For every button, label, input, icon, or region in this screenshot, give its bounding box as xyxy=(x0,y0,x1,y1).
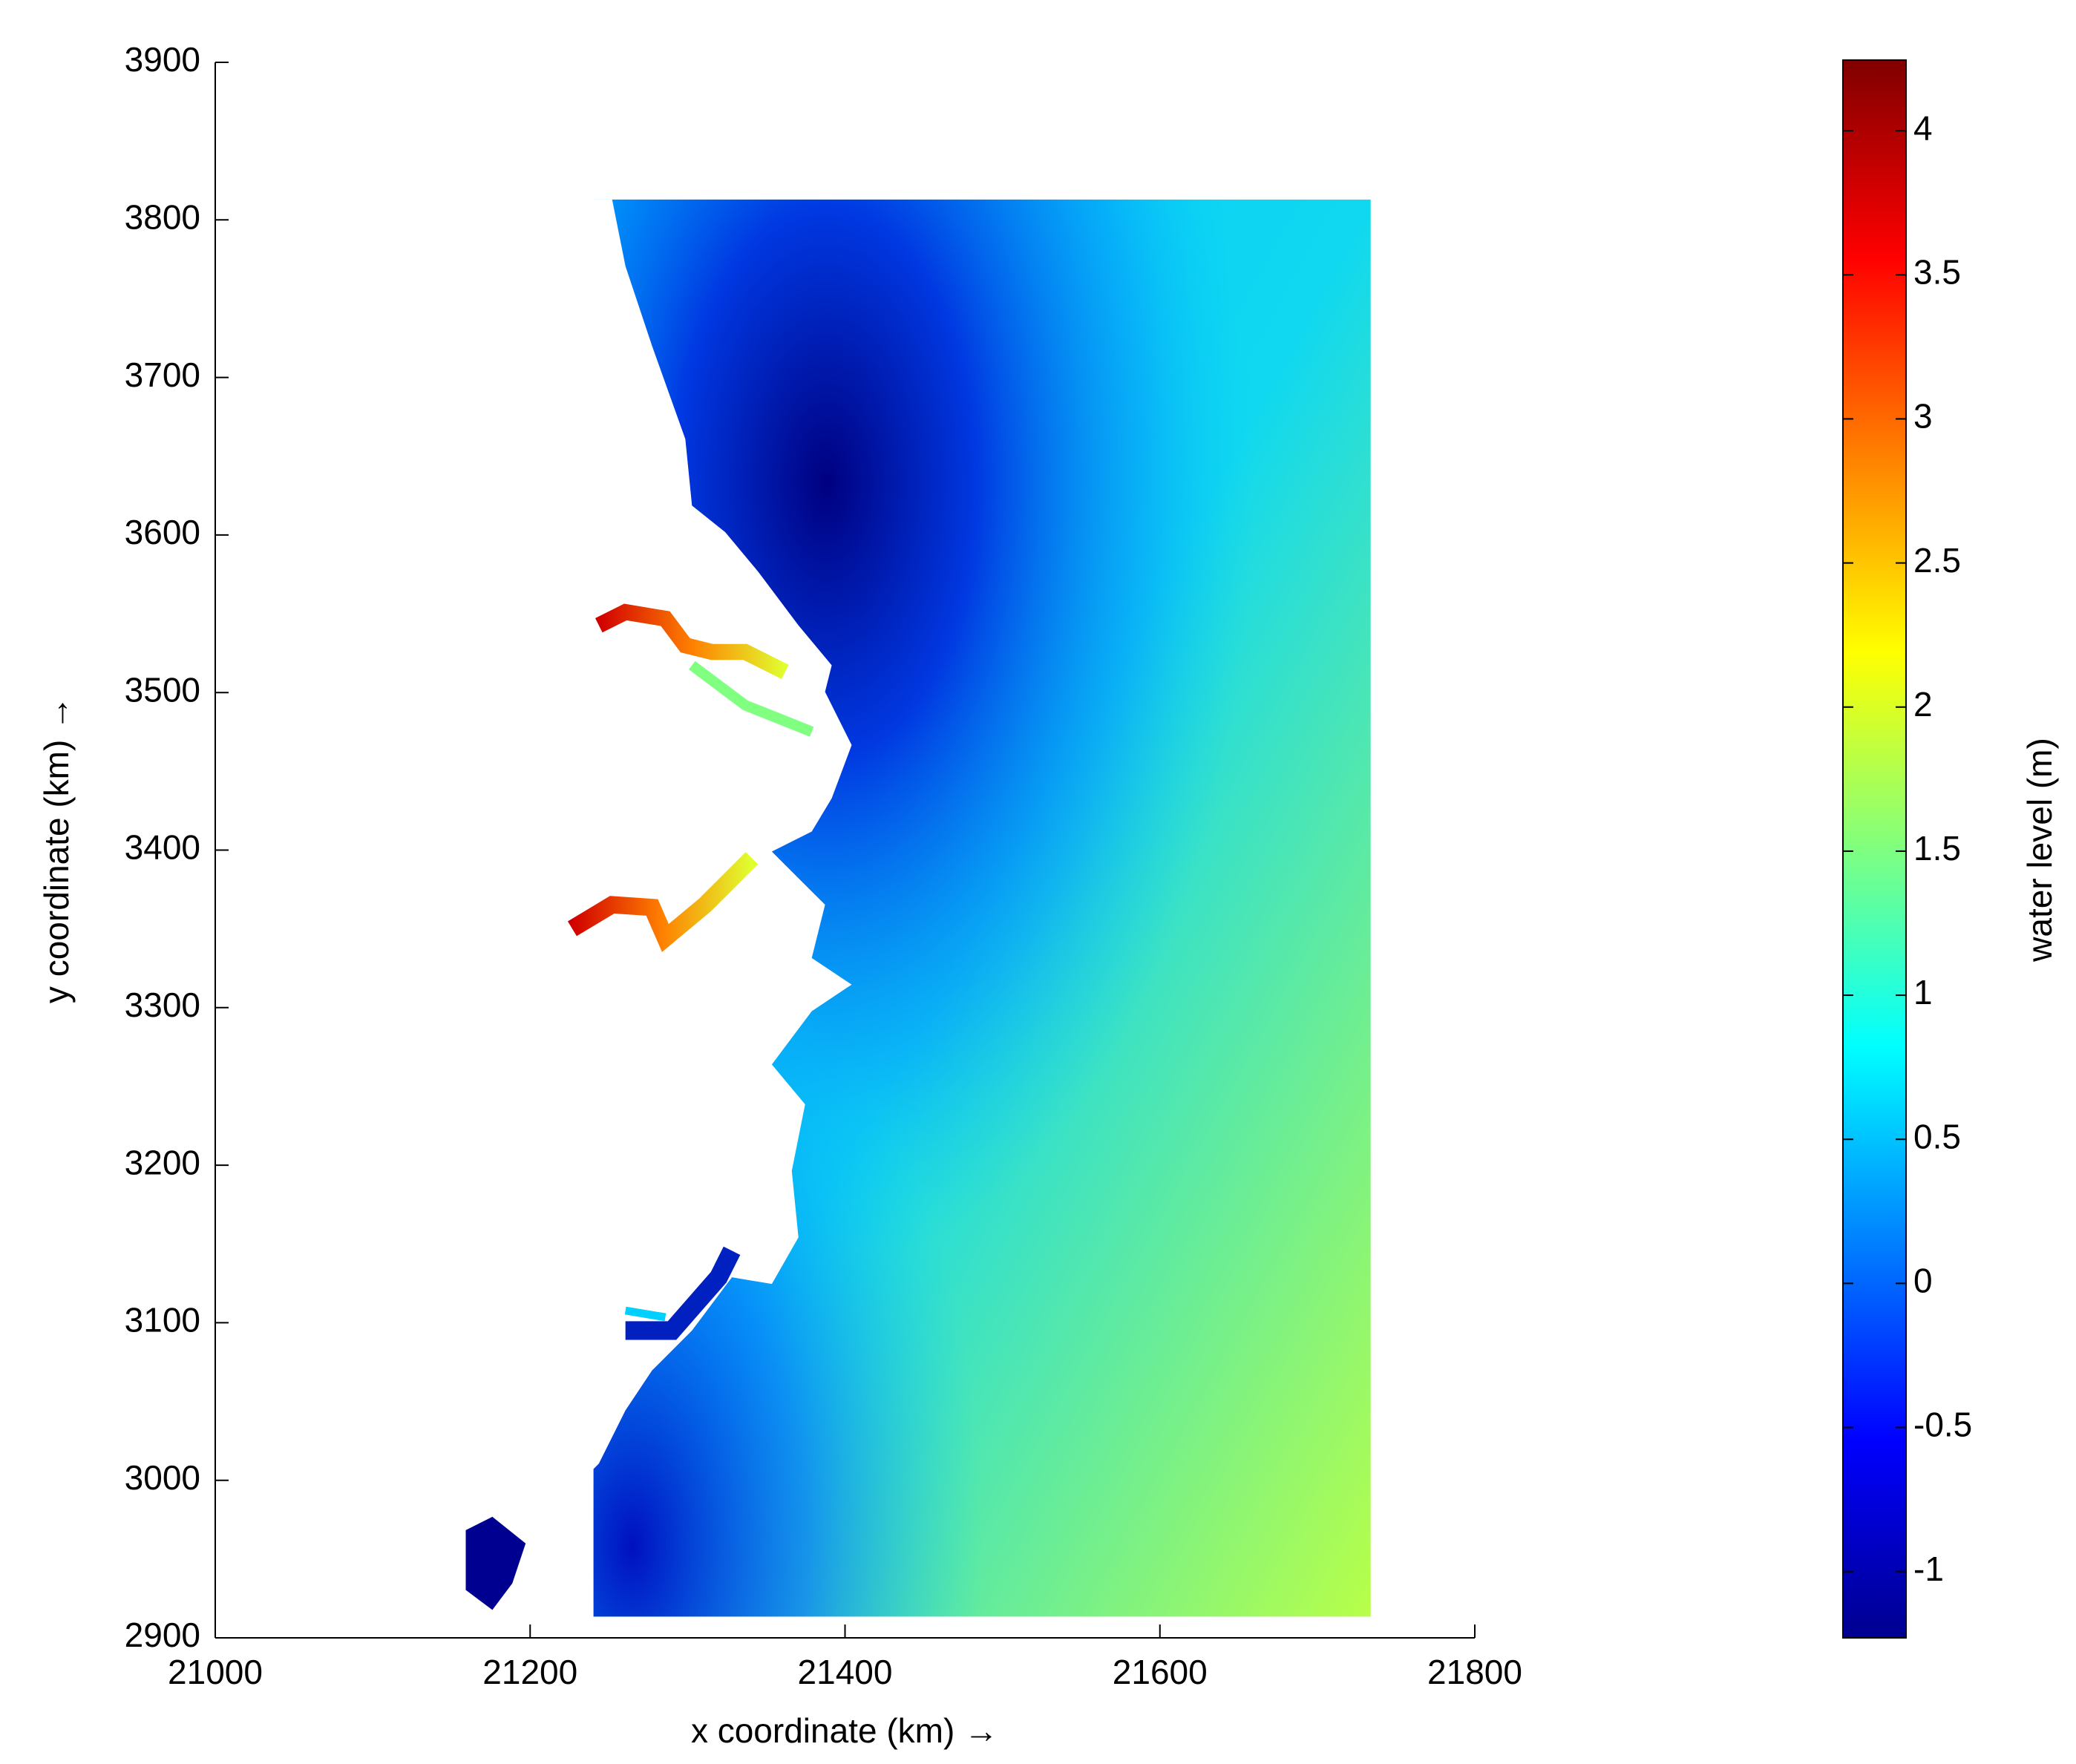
field xyxy=(439,199,1371,1617)
y-tick-label: 3800 xyxy=(125,197,200,236)
colorbar-tick-label: 3.5 xyxy=(1913,252,1961,291)
y-tick-label: 3400 xyxy=(125,828,200,867)
colorbar-tick-label: -1 xyxy=(1913,1550,1944,1588)
colorbar-tick-label: 3 xyxy=(1913,397,1933,436)
x-tick-label: 21000 xyxy=(168,1653,263,1691)
colorbar-tick-label: 0.5 xyxy=(1913,1117,1961,1155)
x-axis-label: x coordinate (km) → xyxy=(691,1711,998,1750)
x-tick-label: 21200 xyxy=(482,1653,577,1691)
colorbar-tick-label: 2 xyxy=(1913,685,1933,724)
y-tick-label: 3600 xyxy=(125,513,200,551)
colorbar-tick-label: 0 xyxy=(1913,1262,1933,1300)
colorbar-tick-label: 1.5 xyxy=(1913,829,1961,868)
y-tick-label: 2900 xyxy=(125,1616,200,1654)
colorbar-label: water level (m) xyxy=(2020,738,2059,963)
colorbar xyxy=(1842,59,1907,1639)
x-tick-label: 21400 xyxy=(798,1653,893,1691)
y-axis-label: y coordinate (km) → xyxy=(37,696,76,1003)
y-tick-label: 3300 xyxy=(125,986,200,1024)
x-tick-label: 21600 xyxy=(1113,1653,1208,1691)
y-tick-label: 3200 xyxy=(125,1143,200,1181)
colorbar-tick-label: 2.5 xyxy=(1913,541,1961,580)
y-tick-label: 3100 xyxy=(125,1301,200,1340)
y-tick-label: 3700 xyxy=(125,355,200,394)
y-tick-label: 3900 xyxy=(125,40,200,79)
colorbar-tick-label: -0.5 xyxy=(1913,1406,1972,1444)
y-tick-label: 3500 xyxy=(125,670,200,709)
colorbar-tick-label: 1 xyxy=(1913,973,1933,1011)
colorbar-tick-label: 4 xyxy=(1913,108,1933,147)
y-tick-label: 3000 xyxy=(125,1458,200,1497)
x-tick-label: 21800 xyxy=(1427,1653,1522,1691)
